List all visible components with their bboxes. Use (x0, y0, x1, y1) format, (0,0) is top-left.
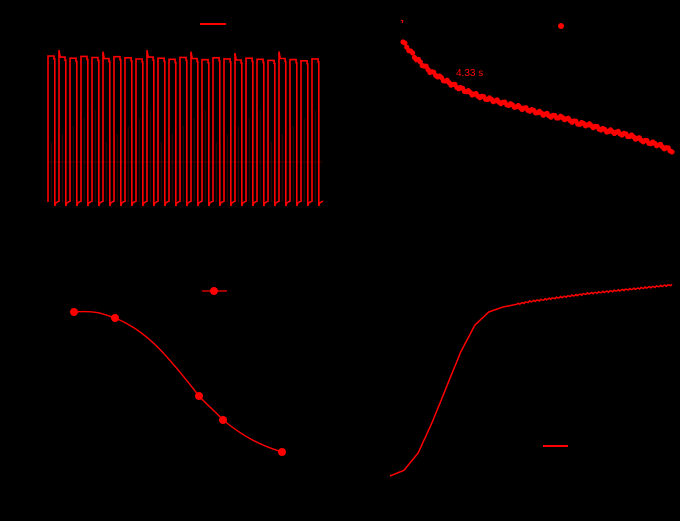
panel-b-data-points (400, 39, 675, 155)
panel-b-legend-marker (558, 23, 564, 29)
panel-c-data-marker (111, 314, 119, 322)
panel-b-data-point (402, 40, 408, 46)
panel-d-rise-curve (389, 283, 673, 477)
panel-a-red-trace (47, 49, 324, 207)
panel-c-data-marker (70, 308, 78, 316)
panel-c-data-marker (278, 448, 286, 456)
panel-a-switching-cycles (47, 23, 324, 207)
panel-c-markers (70, 308, 286, 456)
panel-b-decay-scatter: 4.33 s (400, 19, 675, 155)
panel-c-data-marker (219, 416, 227, 424)
panel-d-trace (389, 283, 673, 477)
panel-c-legend-marker (210, 287, 218, 295)
panel-b-data-point (669, 149, 675, 155)
panel-b-corner-mark (400, 19, 404, 24)
panel-b-time-constant-label: 4.33 s (456, 68, 483, 79)
panel-b-data-point (410, 50, 416, 56)
panel-c-data-marker (195, 392, 203, 400)
panel-a-dark-trace (48, 110, 323, 202)
panel-c-fitted-curve (70, 287, 286, 456)
